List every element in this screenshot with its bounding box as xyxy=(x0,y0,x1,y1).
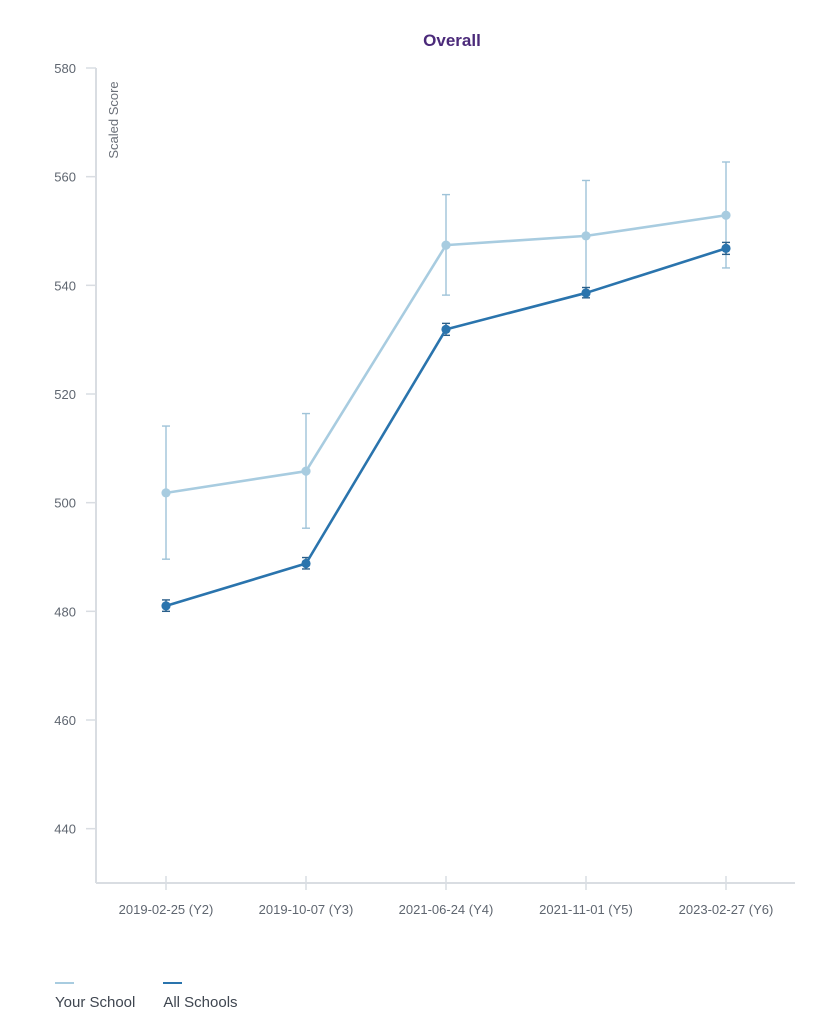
data-point xyxy=(441,324,451,334)
series-line xyxy=(165,247,727,608)
y-tick-label: 460 xyxy=(54,713,76,728)
legend: Your School All Schools xyxy=(55,982,238,1011)
data-point xyxy=(581,231,591,241)
series-layer xyxy=(161,161,731,613)
y-tick-label: 500 xyxy=(54,496,76,511)
legend-item-all-schools[interactable]: All Schools xyxy=(163,982,238,1011)
y-tick-label: 560 xyxy=(54,170,76,185)
x-tick-label: 2021-06-24 (Y4) xyxy=(399,902,494,917)
legend-label: Your School xyxy=(55,994,136,1011)
data-point xyxy=(721,243,731,253)
legend-label: All Schools xyxy=(163,994,238,1011)
chart-title: Overall xyxy=(423,31,481,50)
legend-item-your-school[interactable]: Your School xyxy=(55,982,135,1011)
legend-swatch-your-school xyxy=(55,982,74,984)
axes: 440 460 480 500 520 540 560 580 2019-02-25 (Y2) 2… xyxy=(54,61,795,917)
chart: Overall Scaled Score 440 460 480 500 520 540 5… xyxy=(54,31,795,917)
y-tick-label: 520 xyxy=(54,387,76,402)
y-tick-label: 480 xyxy=(54,604,76,619)
data-point xyxy=(161,601,171,611)
series-your-school xyxy=(161,161,731,560)
x-tick-label: 2023-02-27 (Y6) xyxy=(679,902,774,917)
y-tick-label: 540 xyxy=(54,278,76,293)
data-point xyxy=(581,288,591,298)
y-tick-label: 440 xyxy=(54,822,76,837)
data-point xyxy=(441,240,451,250)
y-axis-title: Scaled Score xyxy=(106,81,121,158)
data-point xyxy=(721,210,731,220)
x-tick-label: 2019-10-07 (Y3) xyxy=(259,902,354,917)
data-point xyxy=(301,558,311,569)
legend-swatch-all-schools xyxy=(163,982,183,984)
data-point xyxy=(161,488,171,498)
series-all-schools xyxy=(161,241,731,613)
y-tick-label: 580 xyxy=(54,61,76,76)
data-point xyxy=(301,466,311,476)
x-tick-label: 2019-02-25 (Y2) xyxy=(119,902,214,917)
x-tick-label: 2021-11-01 (Y5) xyxy=(539,902,633,917)
